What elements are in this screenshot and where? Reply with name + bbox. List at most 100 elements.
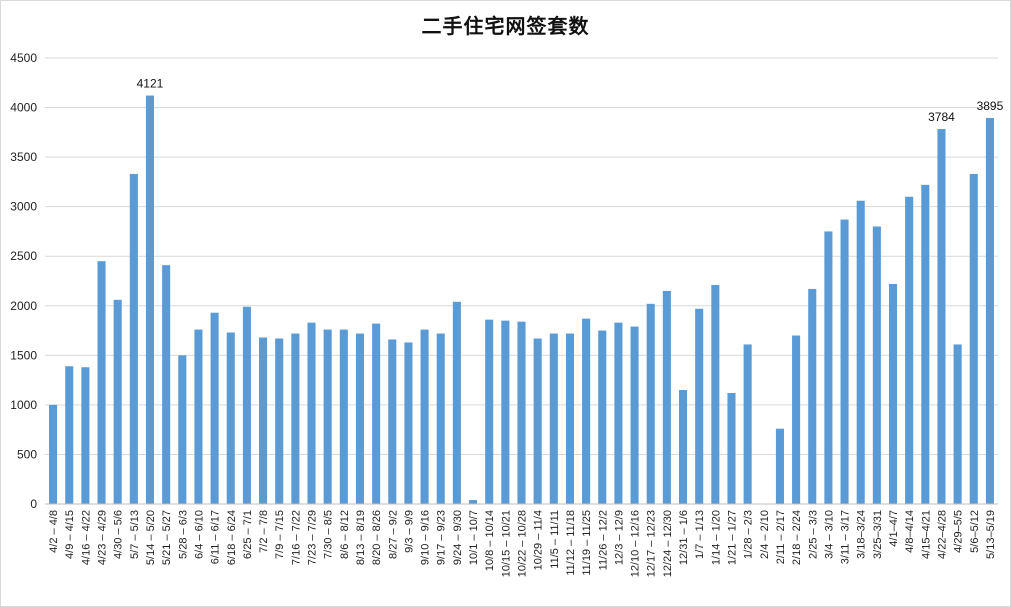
bar [210,312,219,504]
bar [501,320,510,504]
data-label: 3784 [928,110,955,124]
bar [549,333,558,504]
x-tick-label: 12/3 – 12/9 [613,510,625,565]
x-tick-label: 4/29–5/5 [953,510,965,553]
bar [953,344,962,504]
x-tick-label: 8/6 – 8/12 [339,510,351,559]
bar [808,288,817,504]
bar [420,329,429,504]
bar [905,196,914,504]
x-tick-label: 4/15–4/21 [920,510,932,559]
bar [275,338,284,504]
bar [65,366,74,504]
y-tick-label: 3000 [10,200,37,214]
bar [194,329,203,504]
y-tick-label: 0 [30,497,37,511]
y-tick-label: 1500 [10,348,37,362]
bar [937,128,946,504]
bar [614,322,623,504]
x-tick-label: 3/25–3/31 [872,510,884,559]
x-tick-label: 7/9 – 7/15 [274,510,286,559]
x-tick-label: 11/19 – 11/25 [581,510,593,576]
x-tick-label: 2/25 – 3/3 [807,510,819,559]
x-tick-label: 10/15 – 10/21 [500,510,512,577]
x-tick-label: 5/28 – 6/3 [177,510,189,559]
data-label: 4121 [137,77,164,91]
x-tick-label: 12/17 – 12/23 [646,510,658,577]
y-tick-label: 4000 [10,101,37,115]
x-tick-label: 11/26 – 12/2 [597,510,609,570]
x-tick-label: 4/2 – 4/8 [48,510,60,553]
x-tick-label: 6/4 – 6/10 [193,510,205,559]
bar [533,338,542,504]
bar [630,326,639,504]
x-tick-label: 5/21 – 5/27 [161,510,173,565]
bar [388,339,397,504]
bar [598,330,607,504]
bar [888,283,898,504]
chart-title: 二手住宅网签套数 [421,14,590,38]
bar [339,329,348,504]
bar [711,284,720,504]
x-tick-label: 7/16 – 7/22 [290,510,302,565]
bar [824,231,833,504]
x-tick-label: 3/18–3/24 [856,510,868,559]
bar [145,95,155,504]
bar [291,333,300,504]
bar [792,335,801,504]
bar [662,290,671,504]
bar [404,342,413,504]
bar [242,306,251,504]
y-tick-label: 500 [17,447,37,461]
bar [81,367,90,504]
bar [565,333,574,504]
bar [985,117,994,505]
x-tick-label: 10/29 – 11/4 [533,510,545,570]
x-tick-label: 5/13–5/19 [985,510,997,559]
x-tick-label: 2/11 – 2/17 [775,510,787,564]
bar [695,308,704,504]
x-tick-label: 12/10 – 12/16 [630,510,642,577]
bar [485,319,494,504]
x-tick-label: 7/23 – 7/29 [307,510,319,565]
x-tick-label: 2/18 – 2/24 [791,510,803,565]
x-tick-label: 4/22–4/28 [936,510,948,559]
x-tick-label: 12/24 – 12/30 [662,510,674,577]
bar [517,321,526,504]
bar [469,500,478,504]
x-tick-label: 10/8 – 10/14 [484,510,496,571]
x-tick-label: 6/18 – 6/24 [226,510,238,565]
bar [259,337,268,504]
labels: 0 500 1000 1500 2000 2500 3000 3500 4000 4500 4/2 … [10,51,1003,577]
x-tick-label: 3/11 – 3/17 [840,510,852,564]
x-tick-label: 4/30 – 5/6 [113,510,125,559]
y-tick-label: 2000 [10,299,37,313]
x-tick-label: 9/3 – 9/9 [403,510,415,553]
bar [323,329,332,504]
x-tick-label: 8/20 – 8/26 [371,510,383,565]
x-tick-label: 10/22 – 10/28 [517,510,529,577]
y-tick-label: 3500 [10,150,37,164]
x-tick-label: 8/27 – 9/2 [387,510,399,559]
bar [840,219,849,505]
y-tick-label: 2500 [10,249,37,263]
x-tick-label: 6/11 – 6/17 [210,510,222,564]
x-tick-label: 1/21 – 1/27 [726,510,738,565]
x-tick-label: 5/7 – 5/13 [129,510,141,559]
bar [775,428,784,504]
bar [97,261,106,504]
bar [162,265,171,504]
bar [129,173,138,504]
x-tick-label: 2/4 – 2/10 [759,510,771,559]
bar [582,318,591,504]
x-tick-label: 9/24 – 9/30 [452,510,464,565]
x-tick-label: 7/2 – 7/8 [258,510,270,553]
bar [226,332,235,504]
bar [452,301,461,504]
bar [372,323,381,504]
x-tick-label: 4/1–4/7 [888,510,900,547]
bar [743,344,752,504]
x-tick-label: 9/10 – 9/16 [420,510,432,565]
x-tick-label: 5/14 – 5/20 [145,510,157,565]
